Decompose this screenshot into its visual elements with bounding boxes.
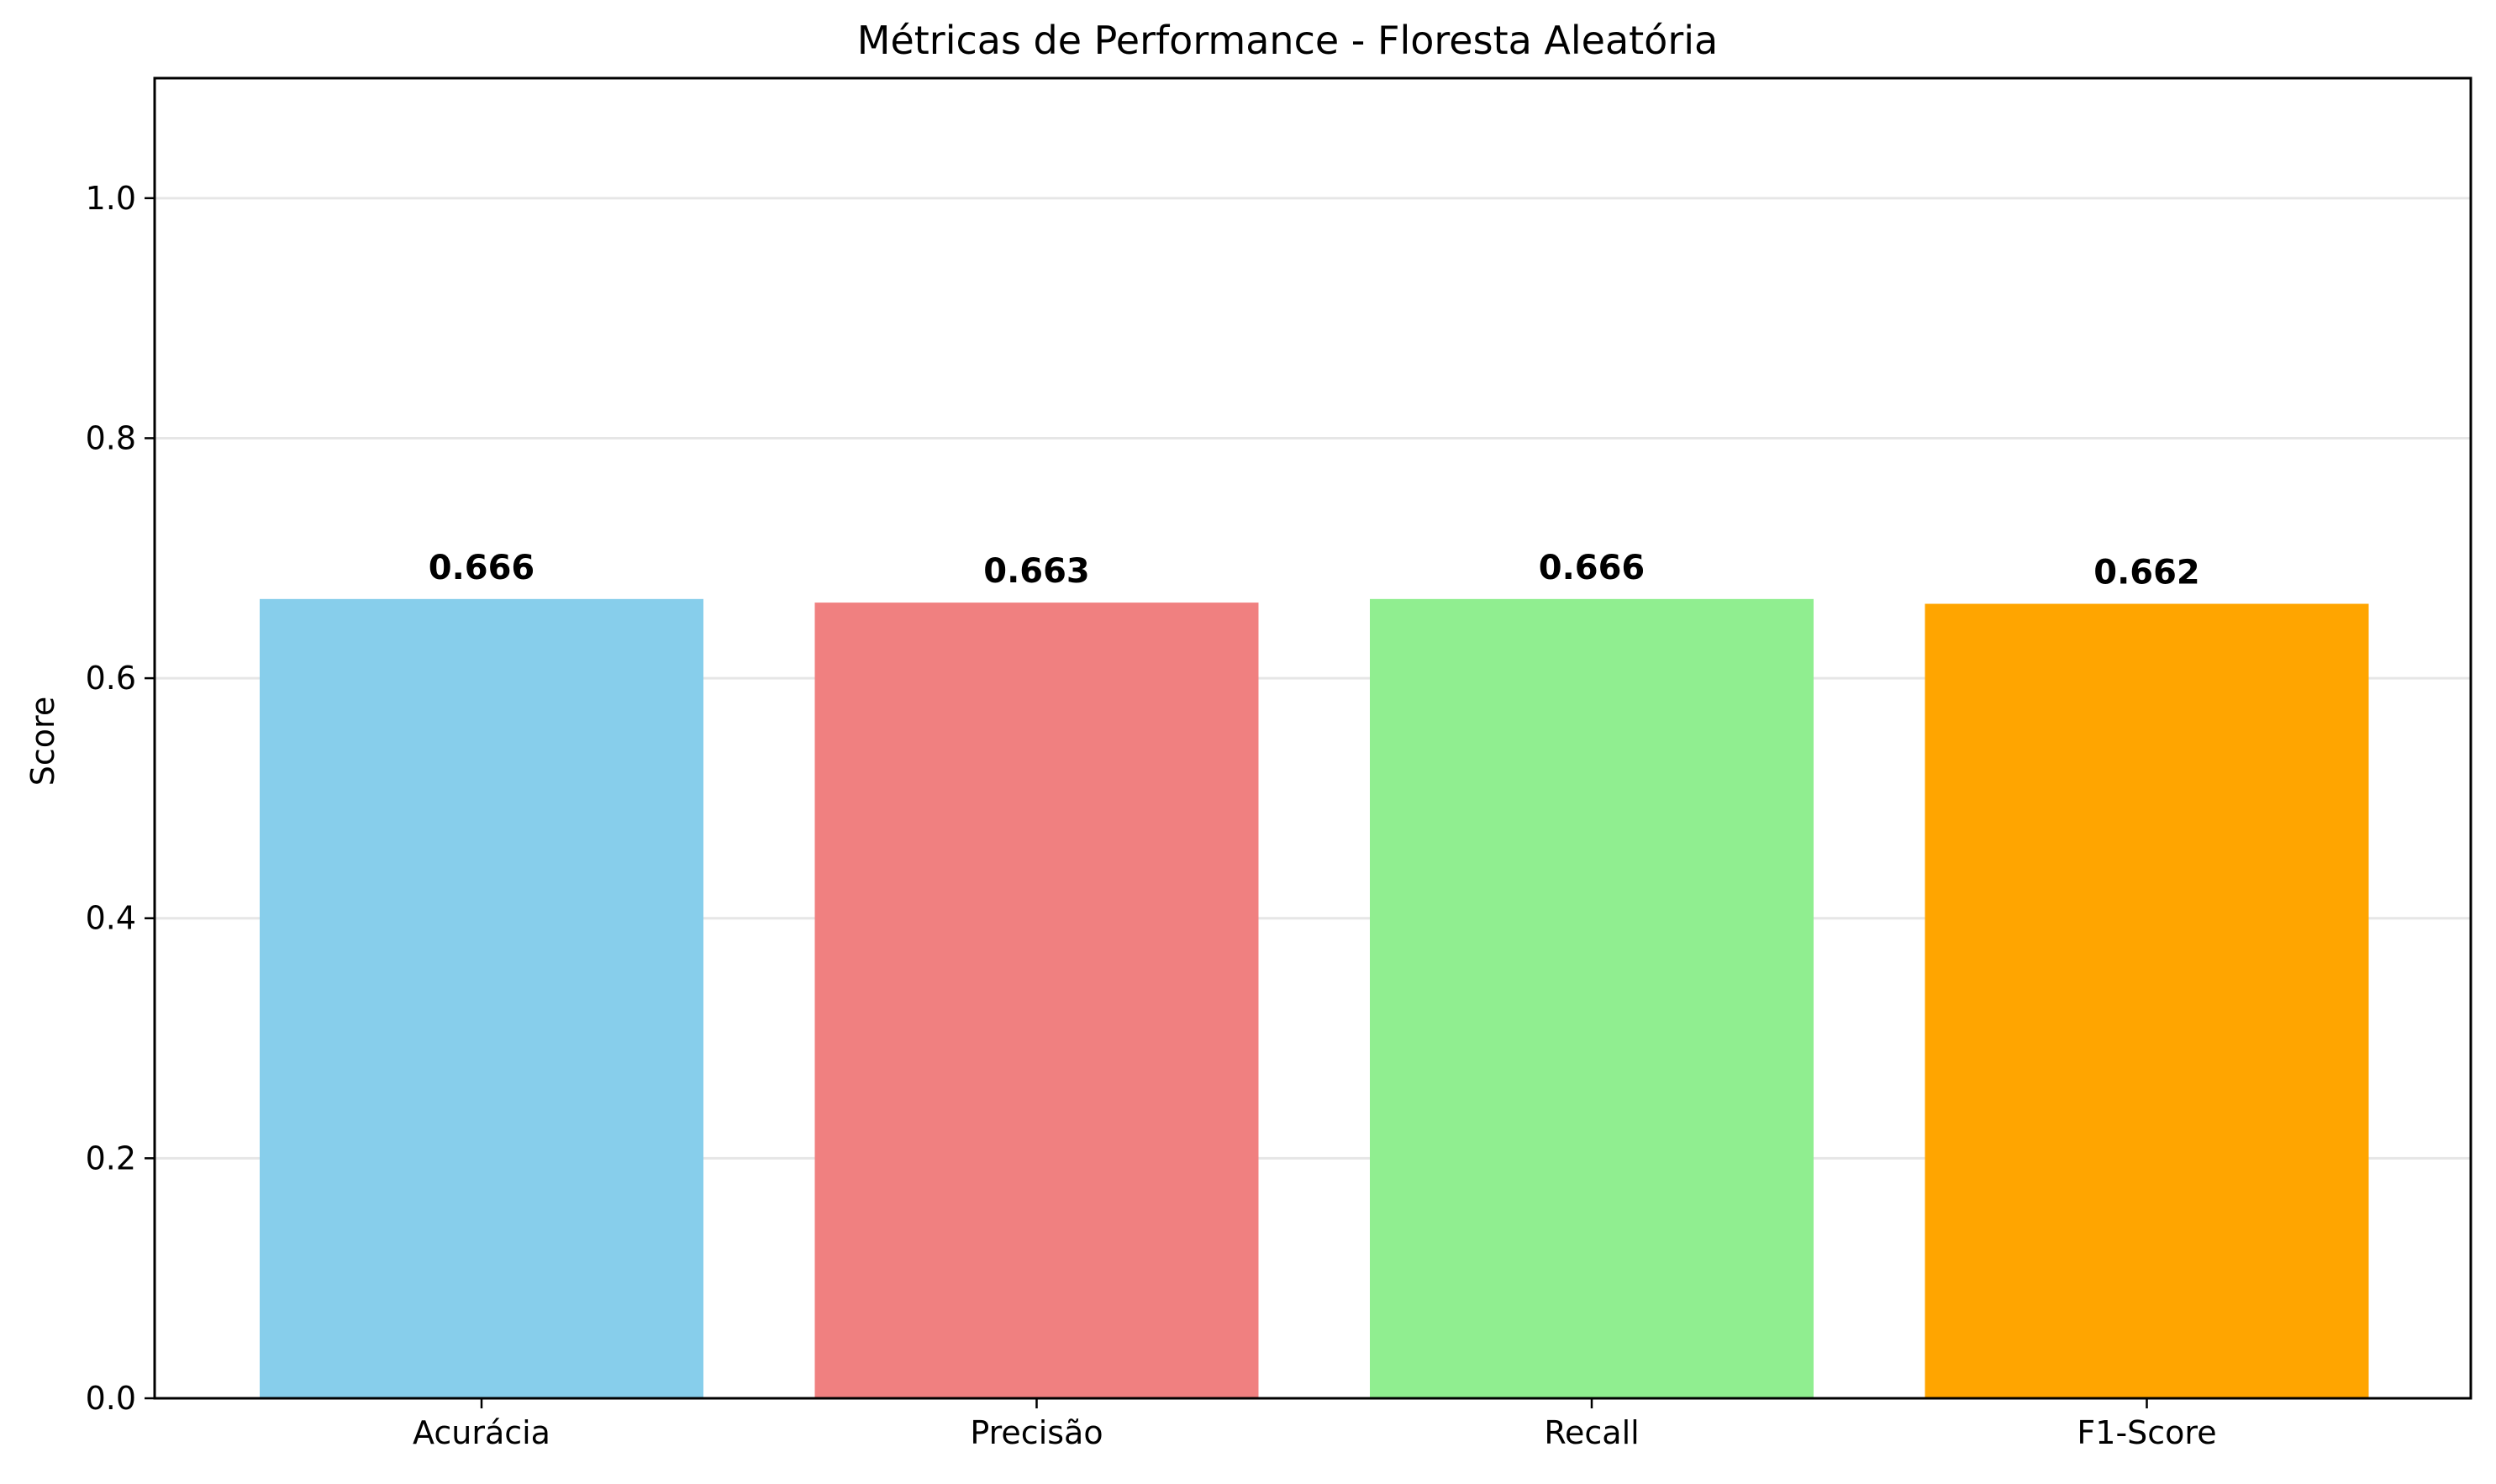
bar-acur-cia (260, 598, 703, 1398)
bar-f1-score (1925, 603, 2369, 1398)
x-tick-label: F1-Score (2077, 1414, 2216, 1451)
x-axis-ticks: Acurácia Precisão Recall F1-Score (413, 1398, 2217, 1451)
bar-precis-o (814, 603, 1259, 1398)
chart-title: Métricas de Performance - Floresta Aleat… (857, 18, 1718, 63)
data-labels: 0.666 0.663 0.666 0.662 (429, 549, 2200, 592)
data-label: 0.666 (1539, 549, 1646, 587)
x-tick-label: Recall (1544, 1414, 1639, 1451)
data-label: 0.663 (983, 552, 1090, 591)
x-tick-label: Acurácia (413, 1414, 550, 1451)
y-tick-label: 1.0 (86, 180, 136, 217)
y-axis-ticks: 0.0 0.2 0.4 0.6 0.8 1.0 (86, 180, 155, 1417)
x-tick-label: Precisão (970, 1414, 1103, 1451)
data-label: 0.666 (429, 549, 535, 587)
data-label: 0.662 (2093, 554, 2200, 592)
bar-recall (1370, 598, 1814, 1398)
y-tick-label: 0.2 (86, 1139, 136, 1176)
y-tick-label: 0.4 (86, 900, 136, 937)
y-tick-label: 0.6 (86, 660, 136, 697)
y-axis-label: Score (24, 697, 61, 786)
bars (260, 598, 2369, 1398)
y-tick-label: 0.8 (86, 419, 136, 456)
y-tick-label: 0.0 (86, 1380, 136, 1417)
plot-frame (153, 76, 2472, 1400)
